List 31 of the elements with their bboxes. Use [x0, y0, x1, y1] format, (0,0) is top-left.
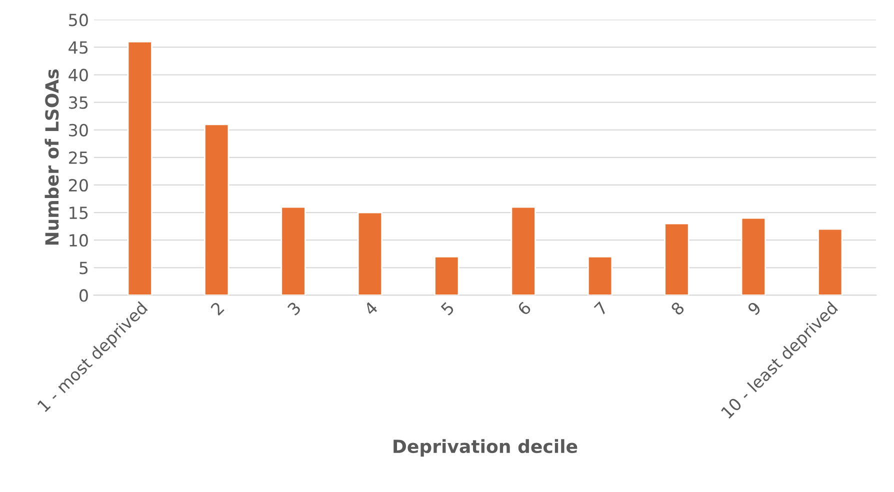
- x-tick-label: 9: [746, 301, 762, 316]
- bar: [280, 206, 306, 296]
- x-tick-label: 4: [363, 301, 378, 316]
- y-axis-title: Number of LSOAs: [44, 69, 59, 245]
- bar: [357, 212, 383, 296]
- x-tick-label: 8: [670, 301, 686, 316]
- y-tick-label: 15: [70, 206, 88, 220]
- bar: [434, 256, 460, 296]
- x-axis-title: Deprivation decile: [394, 439, 578, 457]
- bar: [818, 228, 843, 296]
- y-tick-label: 25: [69, 151, 88, 164]
- y-tick-label: 30: [69, 124, 88, 136]
- y-tick-label: 35: [69, 96, 88, 109]
- y-tick-label: 5: [80, 262, 88, 274]
- x-tick-label: 5: [440, 301, 455, 316]
- y-tick-label: 10: [70, 234, 88, 247]
- bar: [510, 206, 536, 296]
- x-tick-label: 2: [210, 301, 224, 316]
- y-tick-label: 40: [68, 68, 88, 82]
- y-tick-label: 45: [68, 41, 88, 54]
- y-tick-label: 0: [80, 289, 88, 302]
- bar: [664, 222, 690, 296]
- x-tick-label: 7: [594, 301, 608, 316]
- x-tick-label: 6: [516, 301, 532, 316]
- y-tick-label: 20: [69, 178, 88, 192]
- bar: [204, 124, 230, 296]
- bar: [127, 41, 152, 296]
- x-tick-label: 3: [286, 301, 302, 316]
- bar: [587, 256, 613, 296]
- bar: [740, 217, 766, 296]
- y-tick-label: 50: [69, 14, 88, 26]
